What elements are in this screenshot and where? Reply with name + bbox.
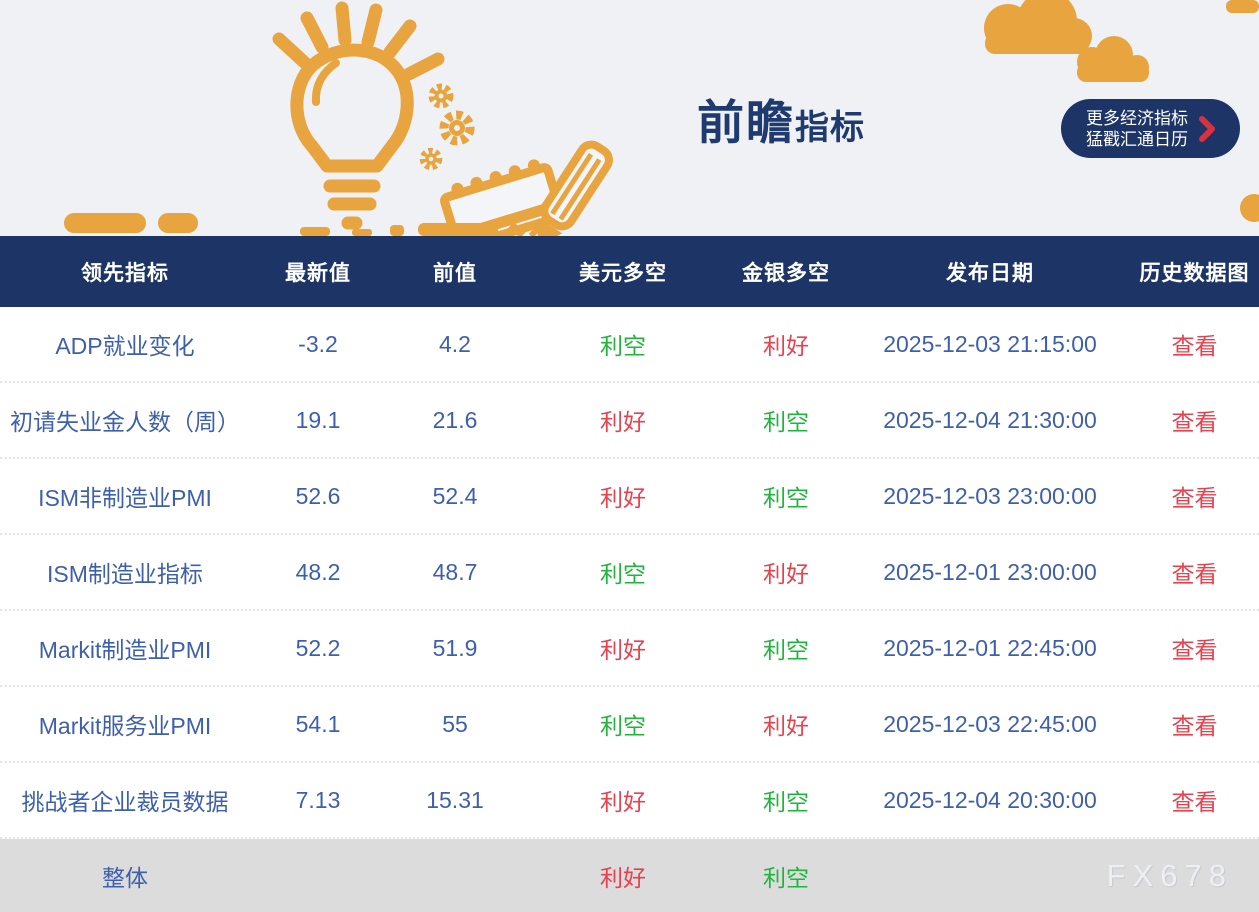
dash-decoration (64, 213, 198, 233)
scribble-decoration (300, 223, 498, 236)
previous-value: 52.4 (432, 482, 478, 509)
indicator-name: ADP就业变化 (55, 333, 195, 359)
view-link[interactable]: 查看 (1171, 333, 1218, 359)
gold-sentiment: 利空 (763, 409, 809, 435)
column-header-previous: 前值 (433, 261, 477, 285)
banner: 前瞻 指标 更多经济指标 猛戳汇通日历 (0, 0, 1259, 236)
lightbulb-icon (272, 1, 445, 230)
latest-value: 54.1 (295, 710, 341, 737)
gold-sentiment: 利空 (763, 485, 809, 511)
usd-sentiment: 利好 (600, 409, 646, 435)
view-link[interactable]: 查看 (1171, 485, 1218, 511)
indicator-name: Markit服务业PMI (38, 713, 212, 739)
gold-sentiment: 利空 (763, 789, 809, 815)
gears-icon (419, 83, 475, 171)
indicator-name: 挑战者企业裁员数据 (21, 789, 229, 815)
indicators-table: 领先指标 最新值 前值 美元多空 金银多空 发布日期 历史数据图 ADP就业变化… (0, 236, 1259, 912)
chevron-right-icon (1199, 115, 1215, 142)
indicator-name: Markit制造业PMI (38, 637, 212, 663)
usd-sentiment: 利空 (600, 333, 646, 359)
previous-value: 51.9 (432, 634, 478, 661)
previous-value: 55 (442, 710, 468, 737)
view-link[interactable]: 查看 (1171, 713, 1218, 739)
column-header-usd: 美元多空 (579, 261, 667, 285)
scribble-hatch (502, 221, 545, 236)
previous-value: 21.6 (432, 406, 478, 433)
column-header-latest: 最新值 (285, 261, 351, 285)
gold-sentiment: 利好 (763, 561, 809, 587)
view-link[interactable]: 查看 (1171, 637, 1218, 663)
cloud-icon (984, 0, 1092, 54)
table-row: Markit服务业PMI 54.1 55 利空 利好 2025-12-03 22:45:0… (0, 687, 1259, 763)
gold-sentiment: 利好 (763, 333, 809, 359)
gold-sentiment: 利空 (763, 637, 809, 663)
latest-value: 19.1 (295, 406, 341, 433)
cloud-fragment (1226, 0, 1259, 13)
watermark: FX678 (1106, 857, 1233, 893)
latest-value: 48.2 (295, 558, 341, 585)
indicator-name: ISM非制造业PMI (38, 485, 212, 511)
release-date: 2025-12-03 23:00:00 (883, 482, 1097, 509)
footer-gold-sentiment: 利空 (763, 864, 809, 891)
more-indicators-button-label: 更多经济指标 猛戳汇通日历 (1086, 108, 1188, 149)
latest-value: 52.2 (295, 634, 341, 661)
usd-sentiment: 利好 (600, 789, 646, 815)
dot-decoration (1240, 194, 1259, 222)
column-header-history: 历史数据图 (1139, 261, 1250, 285)
previous-value: 48.7 (432, 558, 478, 585)
banner-decorations (64, 0, 1259, 236)
release-date: 2025-12-01 23:00:00 (883, 558, 1097, 585)
page-title-main: 前瞻 (697, 96, 795, 149)
page-title: 前瞻 指标 (697, 84, 865, 153)
table-row: ADP就业变化 -3.2 4.2 利空 利好 2025-12-03 21:15:00 查看 (0, 307, 1259, 383)
table-body: ADP就业变化 -3.2 4.2 利空 利好 2025-12-03 21:15:00 查看初… (0, 307, 1259, 839)
release-date: 2025-12-01 22:45:00 (883, 634, 1097, 661)
indicator-name: 初请失业金人数（周） (10, 409, 240, 435)
cloud-icon-small (1077, 36, 1149, 82)
table-footer: 整体 利好 利空 FX678 (0, 839, 1259, 912)
latest-value: 52.6 (295, 482, 341, 509)
previous-value: 15.31 (426, 786, 484, 813)
table-row: 挑战者企业裁员数据 7.13 15.31 利好 利空 2025-12-04 20:30:0… (0, 763, 1259, 839)
latest-value: 7.13 (295, 786, 341, 813)
view-link[interactable]: 查看 (1171, 561, 1218, 587)
table-row: ISM制造业指标 48.2 48.7 利空 利好 2025-12-01 23:00:00 查… (0, 535, 1259, 611)
table-row: 初请失业金人数（周） 19.1 21.6 利好 利空 2025-12-04 21:30:0… (0, 383, 1259, 459)
usd-sentiment: 利空 (600, 561, 646, 587)
gold-sentiment: 利好 (763, 713, 809, 739)
column-header-date: 发布日期 (946, 261, 1034, 285)
column-header-gold: 金银多空 (742, 261, 830, 285)
more-indicators-button[interactable]: 更多经济指标 猛戳汇通日历 (1061, 99, 1240, 158)
indicator-name: ISM制造业指标 (47, 561, 203, 587)
ruler-pencil-icon (440, 140, 613, 236)
table-row: ISM非制造业PMI 52.6 52.4 利好 利空 2025-12-03 23:00:0… (0, 459, 1259, 535)
latest-value: -3.2 (298, 330, 338, 357)
column-header-indicator: 领先指标 (81, 261, 169, 285)
table-header: 领先指标 最新值 前值 美元多空 金银多空 发布日期 历史数据图 (0, 236, 1259, 307)
release-date: 2025-12-03 21:15:00 (883, 330, 1097, 357)
view-link[interactable]: 查看 (1171, 789, 1218, 815)
view-link[interactable]: 查看 (1171, 409, 1218, 435)
previous-value: 4.2 (439, 330, 471, 357)
usd-sentiment: 利空 (600, 713, 646, 739)
footer-label: 整体 (102, 864, 148, 891)
table-row: Markit制造业PMI 52.2 51.9 利好 利空 2025-12-01 22:45… (0, 611, 1259, 687)
footer-usd-sentiment: 利好 (600, 864, 646, 891)
release-date: 2025-12-03 22:45:00 (883, 710, 1097, 737)
usd-sentiment: 利好 (600, 637, 646, 663)
release-date: 2025-12-04 21:30:00 (883, 406, 1097, 433)
usd-sentiment: 利好 (600, 485, 646, 511)
release-date: 2025-12-04 20:30:00 (883, 786, 1097, 813)
page-title-sub: 指标 (795, 109, 865, 147)
